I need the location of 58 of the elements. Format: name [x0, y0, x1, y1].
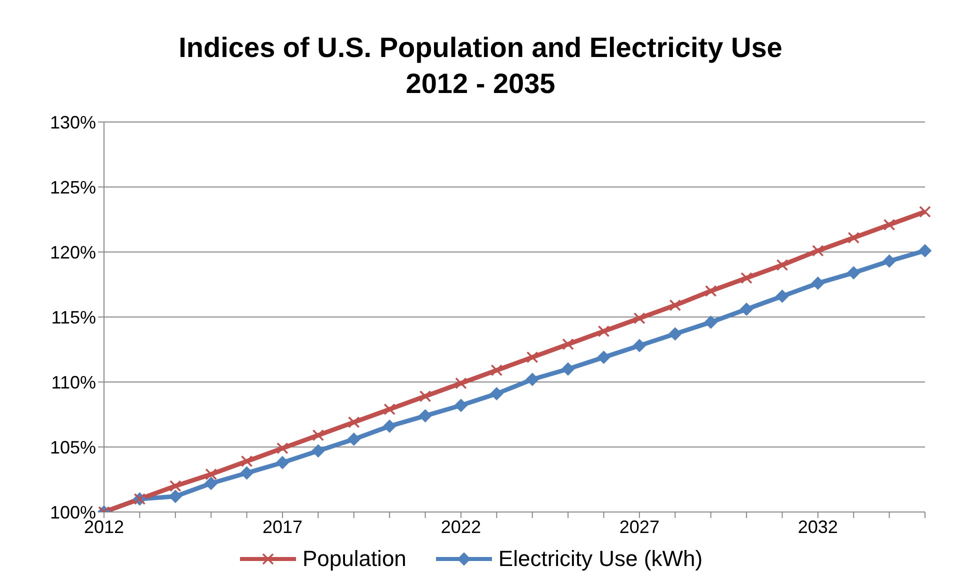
- point: [704, 316, 718, 329]
- point: [347, 432, 360, 446]
- point: [526, 351, 538, 364]
- x-tick-label: 2022: [440, 516, 481, 537]
- point: [204, 476, 218, 490]
- point: [812, 244, 824, 257]
- y-tick-label: 120%: [50, 242, 96, 262]
- point: [383, 420, 396, 433]
- point: [169, 480, 182, 492]
- point: [526, 372, 539, 386]
- point: [490, 387, 504, 400]
- point: [632, 339, 646, 352]
- point: [384, 403, 396, 416]
- point: [455, 377, 467, 390]
- point: [168, 490, 182, 503]
- point: [704, 285, 717, 297]
- point: [882, 254, 896, 268]
- x-tick-label: 2032: [798, 516, 838, 537]
- point: [668, 327, 682, 340]
- legend-label: Population: [302, 546, 406, 572]
- y-tick-label: 105%: [50, 437, 96, 458]
- point: [776, 290, 789, 303]
- point: [454, 398, 468, 412]
- point: [669, 299, 682, 312]
- point: [490, 364, 503, 376]
- legend-label: Electricity Use (kWh): [498, 546, 703, 572]
- point: [419, 390, 432, 402]
- point: [240, 466, 254, 480]
- y-tick-label: 110%: [51, 372, 96, 392]
- point: [740, 302, 754, 316]
- point: [240, 455, 253, 468]
- point: [312, 429, 324, 442]
- point: [348, 416, 360, 428]
- point: [740, 272, 752, 284]
- point: [776, 259, 788, 271]
- point: [634, 312, 646, 324]
- point: [276, 442, 288, 454]
- point: [811, 276, 824, 290]
- point: [883, 218, 896, 231]
- point: [597, 350, 610, 364]
- point: [418, 409, 432, 422]
- point: [312, 444, 325, 458]
- y-tick-label: 115%: [51, 307, 96, 328]
- point: [205, 468, 217, 480]
- x-tick-label: 2017: [262, 516, 302, 537]
- point: [847, 266, 860, 280]
- point: [276, 456, 289, 470]
- point: [918, 244, 932, 258]
- y-tick-label: 130%: [50, 112, 96, 132]
- point: [848, 232, 860, 244]
- point: [562, 338, 574, 350]
- chart-subtitle: 2012 - 2035: [404, 67, 556, 101]
- point: [562, 362, 575, 376]
- chart-title: Indices of U.S. Population and Electricity Use: [178, 31, 784, 65]
- x-tick-label: 2027: [619, 516, 660, 537]
- point: [598, 325, 610, 338]
- point: [919, 206, 931, 218]
- y-tick-label: 125%: [50, 177, 96, 198]
